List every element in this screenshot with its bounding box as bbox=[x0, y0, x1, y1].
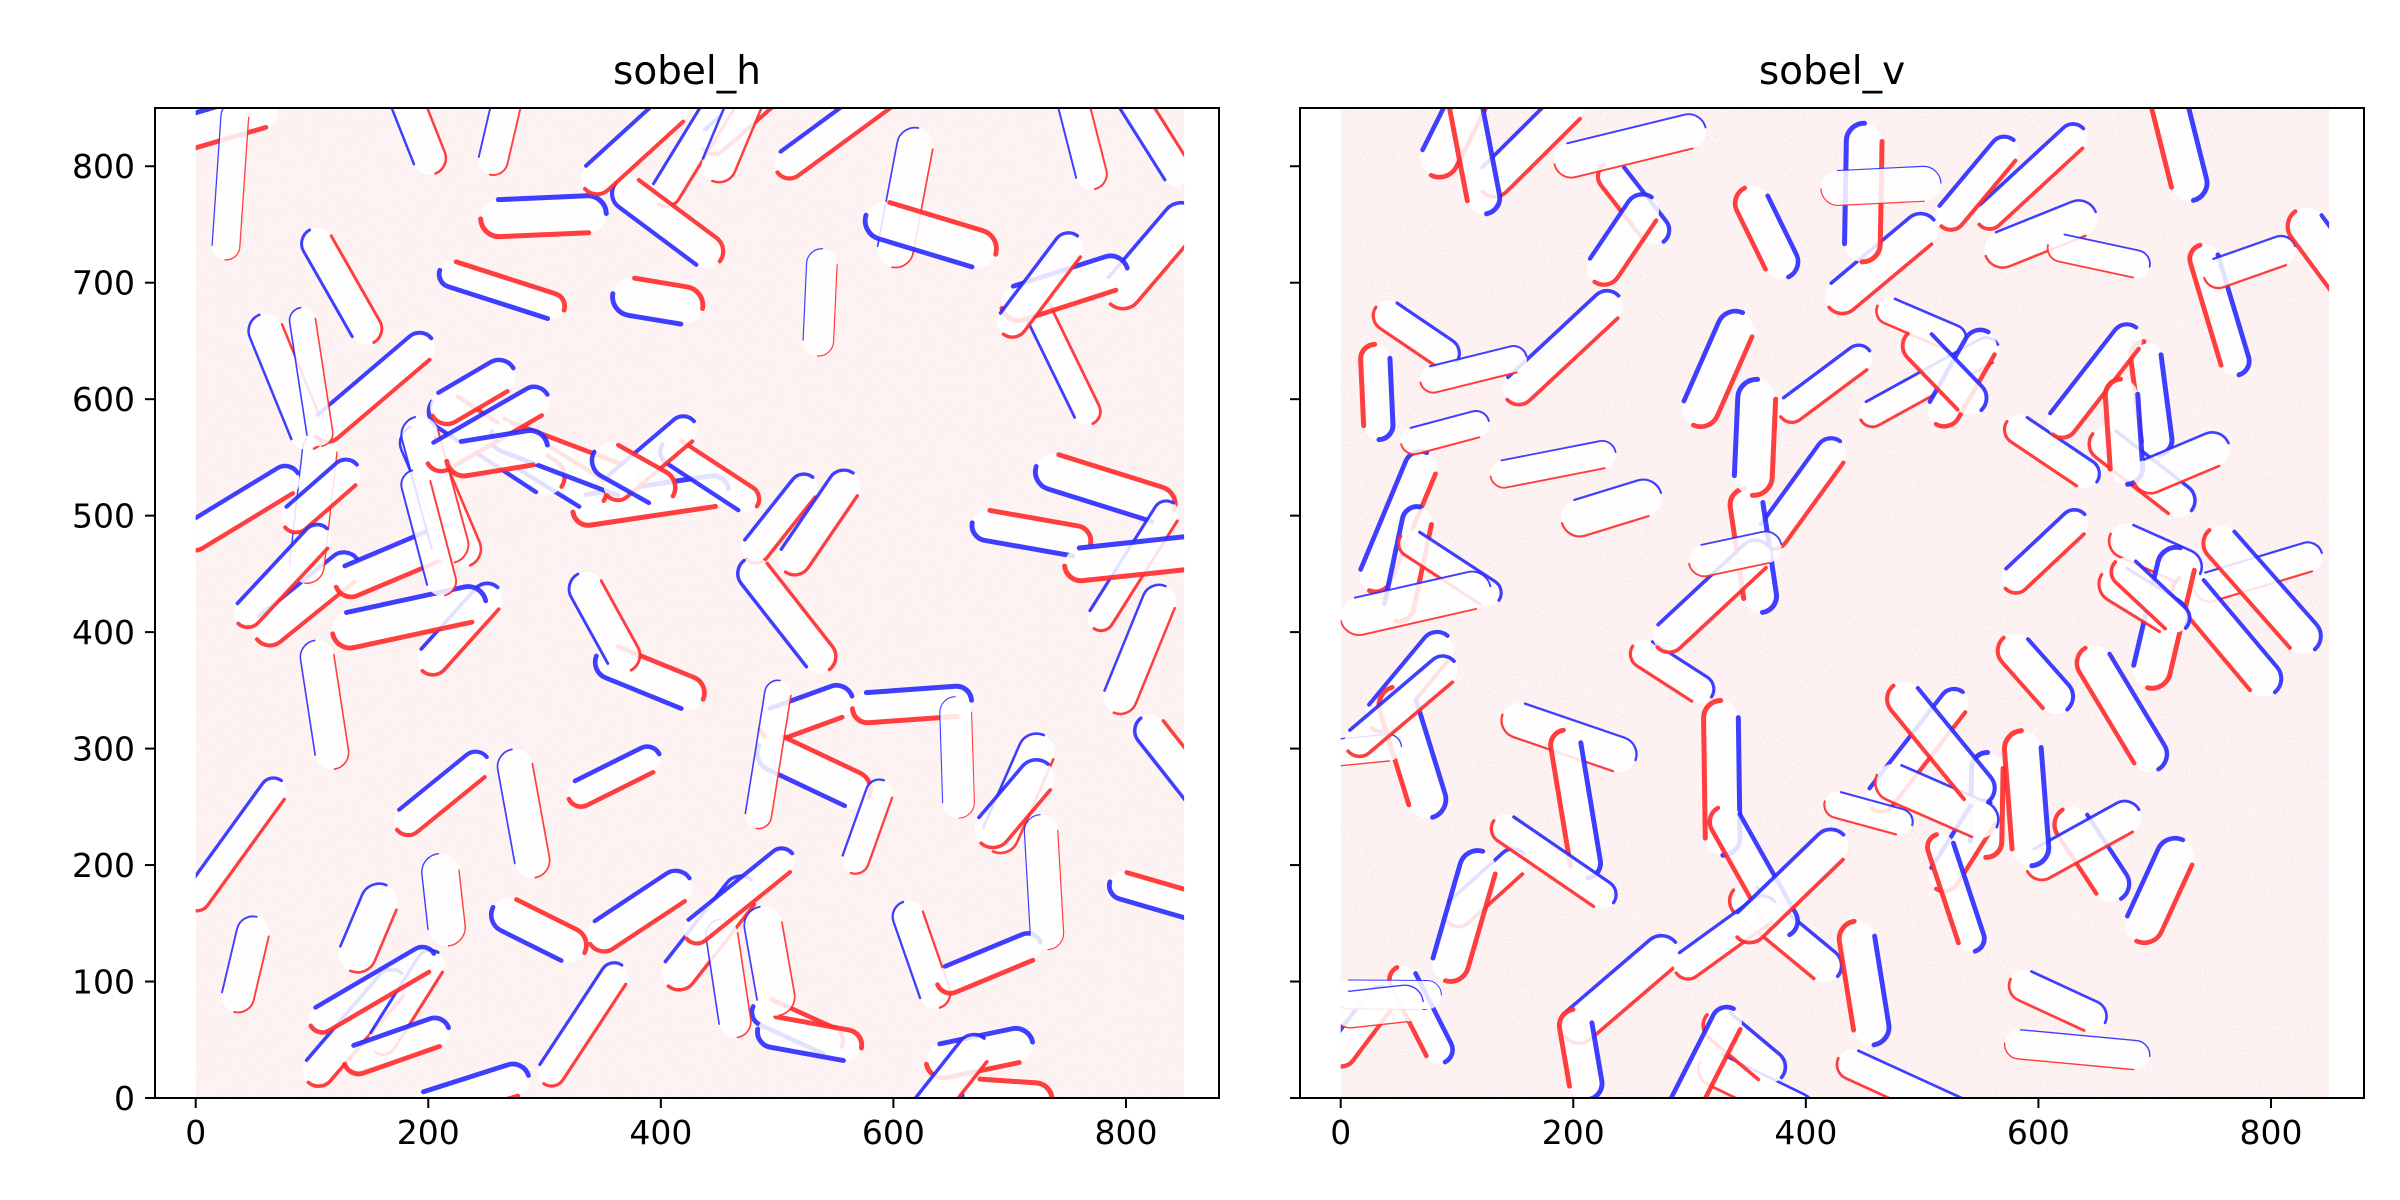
y-tick-label: 100 bbox=[72, 963, 135, 1002]
x-tick-label: 400 bbox=[629, 1113, 692, 1152]
panel-title: sobel_v bbox=[1759, 49, 1905, 94]
x-tick-label: 600 bbox=[862, 1113, 925, 1152]
x-tick-label: 0 bbox=[1330, 1113, 1351, 1152]
panel-1: sobel_h 0 200 400 600 800 0 100 200 300 400 500 600 7… bbox=[72, 49, 1220, 1152]
heatmap-image bbox=[1340, 108, 2330, 1098]
x-tick-label: 400 bbox=[1774, 1113, 1837, 1152]
panel-2: sobel_v 0 200 400 600 800 bbox=[1290, 49, 2365, 1152]
panel-title: sobel_h bbox=[613, 49, 761, 94]
x-tick-label: 200 bbox=[1542, 1113, 1605, 1152]
y-tick-label: 400 bbox=[72, 613, 135, 652]
axes-frame bbox=[154, 107, 1220, 1099]
y-tick-label: 700 bbox=[72, 264, 135, 303]
x-tick-label: 800 bbox=[1094, 1113, 1157, 1152]
y-tick-label: 300 bbox=[72, 730, 135, 769]
axes-frame bbox=[1299, 107, 2365, 1099]
heatmap-image bbox=[195, 108, 1185, 1098]
y-tick-label: 500 bbox=[72, 497, 135, 536]
y-tick-label: 200 bbox=[72, 846, 135, 885]
x-tick-label: 600 bbox=[2007, 1113, 2070, 1152]
grain-edges bbox=[1340, 108, 2330, 1098]
x-tick-label: 0 bbox=[185, 1113, 206, 1152]
grain-edges bbox=[195, 108, 1185, 1098]
x-tick-label: 200 bbox=[397, 1113, 460, 1152]
y-tick-label: 600 bbox=[72, 380, 135, 419]
y-tick-label: 800 bbox=[72, 147, 135, 186]
y-tick-label: 0 bbox=[114, 1079, 135, 1118]
x-tick-label: 800 bbox=[2239, 1113, 2302, 1152]
